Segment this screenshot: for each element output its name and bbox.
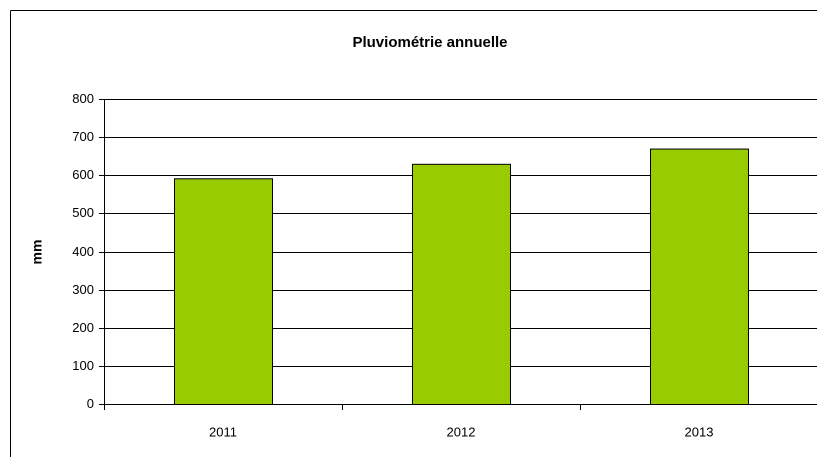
chart-title: Pluviométrie annuelle (352, 34, 507, 51)
y-tick-label: 400 (72, 244, 94, 259)
y-tick-label: 700 (72, 129, 94, 144)
y-tick-label: 0 (87, 396, 94, 411)
y-axis-label: mm (29, 240, 45, 265)
y-tick-label: 100 (72, 358, 94, 373)
x-tick-label: 2012 (447, 424, 476, 439)
y-tick-label: 500 (72, 205, 94, 220)
y-tick-label: 300 (72, 282, 94, 297)
bar (412, 163, 511, 405)
bar (174, 178, 273, 405)
bar (650, 148, 749, 405)
y-tick-label: 200 (72, 320, 94, 335)
y-tick-label: 800 (72, 91, 94, 106)
y-tick-label: 600 (72, 167, 94, 182)
x-tick-label: 2011 (209, 424, 237, 439)
x-tick-label: 2013 (685, 424, 714, 439)
